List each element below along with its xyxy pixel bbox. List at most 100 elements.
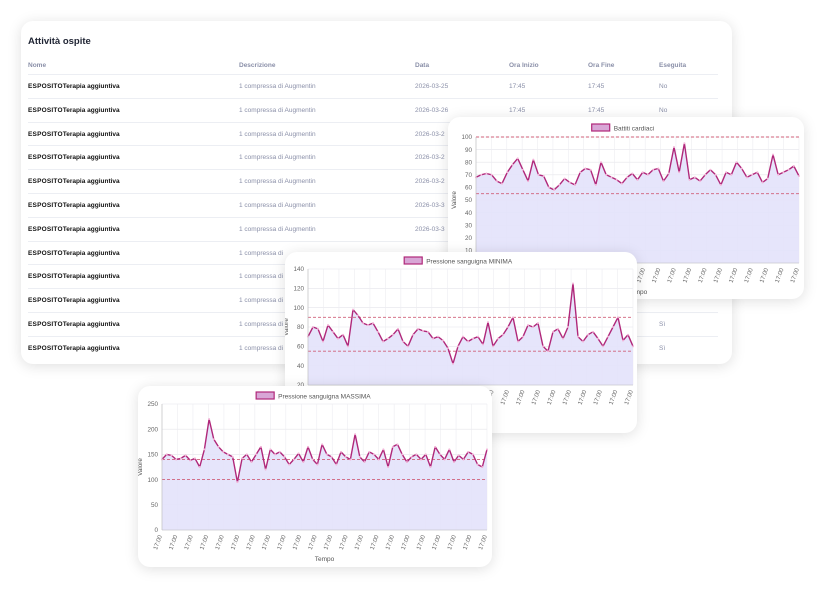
y-tick-label: 80	[465, 159, 473, 166]
data-point	[447, 347, 449, 350]
table-row[interactable]: ESPOSITOTerapia aggiuntiva 1 compressa di…	[28, 97, 718, 122]
data-point	[417, 327, 419, 330]
data-point	[288, 463, 291, 466]
data-point	[622, 339, 624, 342]
data-point	[330, 455, 333, 458]
row-start: 17:45	[509, 106, 526, 114]
row-date: 2026-03-3	[415, 202, 445, 209]
data-point	[349, 458, 352, 461]
data-point	[396, 443, 399, 446]
data-point	[377, 458, 380, 461]
data-point	[740, 167, 743, 170]
data-point	[486, 448, 488, 451]
data-point	[434, 445, 437, 448]
data-point	[203, 448, 206, 451]
data-point	[632, 345, 634, 348]
data-point	[415, 453, 418, 456]
table-row[interactable]: ESPOSITOTerapia aggiuntiva 1 compressa di	[28, 240, 718, 265]
y-tick-label: 20	[297, 382, 305, 389]
data-point	[592, 330, 594, 333]
data-point	[511, 163, 514, 166]
data-point	[427, 330, 429, 333]
row-activity: Terapia aggiuntiva	[62, 273, 120, 281]
data-point	[311, 458, 314, 461]
x-tick-label: 17:00	[308, 534, 319, 551]
x-tick-label: 17:00	[531, 389, 542, 406]
data-point	[321, 443, 324, 446]
column-header-ora-fine[interactable]: Ora Fine	[588, 62, 615, 69]
table-row[interactable]: ESPOSITOTerapia aggiuntiva 1 compressa di…	[28, 169, 718, 193]
table-row[interactable]: ESPOSITOTerapia aggiuntiva 1 compressa di…	[28, 216, 718, 241]
data-point	[405, 460, 408, 463]
series-area	[308, 283, 633, 385]
data-point	[719, 183, 722, 186]
y-tick-label: 30	[465, 222, 473, 229]
column-header-data[interactable]: Data	[415, 62, 430, 69]
data-point	[477, 335, 479, 338]
column-header-eseguita[interactable]: Eseguita	[659, 62, 687, 69]
data-point	[490, 173, 493, 176]
row-desc: 1 compressa di	[239, 249, 284, 257]
data-point	[198, 466, 201, 468]
data-point	[512, 316, 514, 319]
data-point	[337, 337, 339, 340]
data-point	[641, 171, 644, 174]
x-tick-label: 17:00	[246, 534, 257, 551]
legend-label: Pressione sanguigna MINIMA	[426, 259, 513, 266]
data-point	[250, 460, 253, 463]
data-point	[573, 183, 576, 186]
data-point	[579, 171, 582, 174]
column-header-ora-inizio[interactable]: Ora Inizio	[509, 62, 539, 69]
y-tick-label: 120	[293, 286, 304, 293]
row-name: ESPOSITOTerapia aggiuntiva	[28, 273, 120, 280]
data-point	[487, 321, 489, 324]
x-tick-label: 17:00	[500, 389, 511, 406]
data-point	[602, 345, 604, 348]
data-point	[327, 324, 329, 327]
data-point	[363, 460, 366, 463]
data-point	[725, 171, 728, 174]
data-point	[467, 340, 469, 343]
column-header-descrizione[interactable]: Descrizione	[239, 62, 276, 69]
row-name: ESPOSITOTerapia aggiuntiva	[28, 250, 120, 257]
data-point	[678, 171, 681, 174]
table-row[interactable]: ESPOSITOTerapia aggiuntiva 1 compressa di…	[28, 193, 718, 217]
data-point	[362, 322, 364, 325]
column-header-nome[interactable]: Nome	[28, 62, 47, 69]
y-tick-label: 40	[297, 363, 305, 370]
data-point	[610, 176, 613, 179]
data-point	[527, 324, 529, 327]
data-point	[672, 146, 675, 149]
x-axis-title: Tempo	[628, 289, 648, 296]
row-desc: 1 compressa di Augmentin	[239, 83, 316, 90]
row-start: 17:45	[509, 83, 526, 90]
data-point	[492, 345, 494, 348]
table-row[interactable]: ESPOSITOTerapia aggiuntiva 1 compressa di…	[28, 74, 718, 98]
data-point	[756, 171, 759, 174]
data-point	[584, 167, 587, 170]
row-name: ESPOSITOTerapia aggiuntiva	[28, 321, 120, 328]
x-tick-label: 17:00	[713, 267, 724, 284]
data-point	[189, 459, 192, 462]
x-tick-label: 17:00	[744, 267, 755, 284]
x-tick-label: 17:00	[478, 534, 489, 551]
data-point	[352, 308, 354, 311]
data-point	[452, 362, 454, 365]
x-tick-label: 17:00	[516, 389, 527, 406]
data-point	[165, 453, 168, 456]
data-point	[527, 180, 530, 183]
data-point	[217, 445, 220, 448]
data-point	[312, 326, 314, 328]
data-point	[521, 168, 524, 171]
table-row[interactable]: ESPOSITOTerapia aggiuntiva 1 compressa di…	[28, 121, 718, 146]
x-tick-label: 17:00	[790, 267, 801, 284]
row-date: 2026-03-2	[415, 154, 445, 162]
series-area	[162, 419, 487, 530]
data-point	[412, 333, 414, 336]
y-tick-label: 100	[147, 477, 158, 484]
row-date: 2026-03-26	[415, 106, 449, 114]
table-row[interactable]: ESPOSITOTerapia aggiuntiva 1 compressa di…	[28, 145, 718, 169]
x-tick-label: 17:00	[401, 534, 412, 551]
data-point	[443, 458, 446, 461]
data-point	[766, 177, 769, 180]
